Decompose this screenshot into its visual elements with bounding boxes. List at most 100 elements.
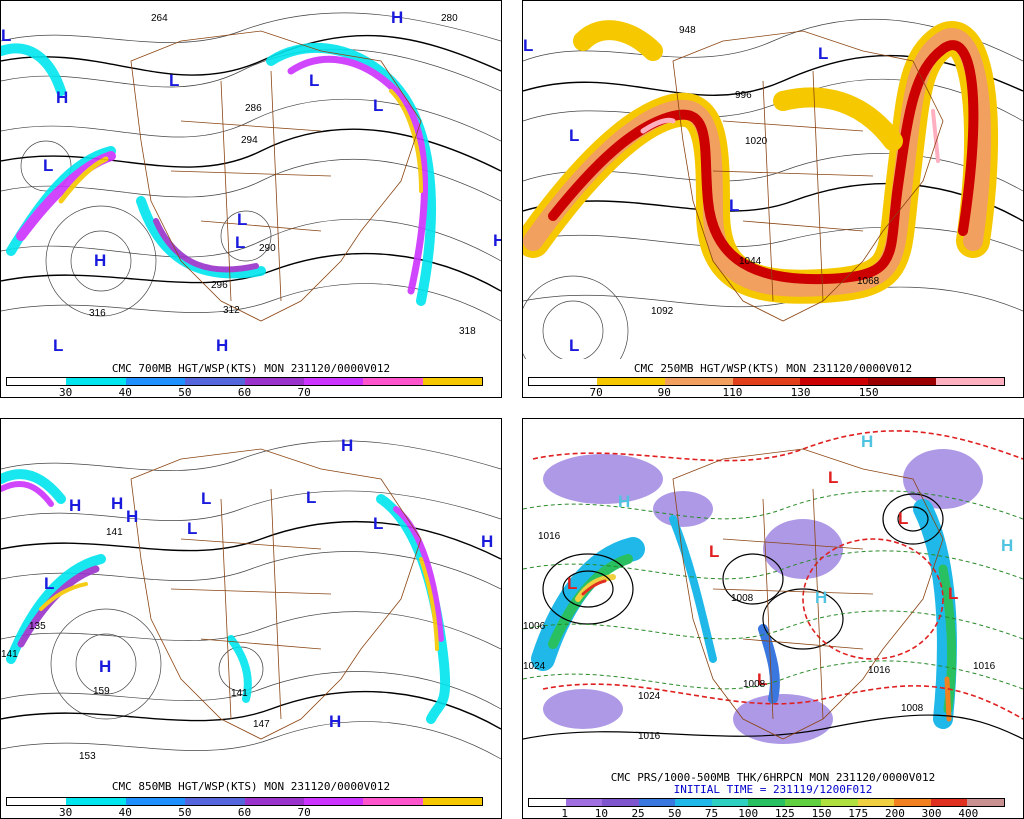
pressure-high-label: H — [815, 588, 827, 607]
initial-time-label: INITIAL TIME = 231119/1200F012 — [673, 783, 873, 796]
colorbar-segment — [244, 798, 304, 805]
contour-label: 316 — [89, 308, 106, 319]
colorbar-segment — [7, 378, 67, 385]
colorbar-segment — [675, 799, 712, 806]
pressure-low-label: L — [169, 71, 179, 90]
colorbar-tick-label: 75 — [704, 807, 719, 819]
panel-850mb: H H H L L L L L H H H H 141 135 159 153 … — [0, 418, 502, 819]
map-850mb: H H H L L L L L H H H H 141 135 159 153 … — [1, 436, 501, 762]
pressure-high-label: H — [391, 8, 403, 27]
colorbar-tick-label: 100 — [738, 807, 759, 819]
colorbar-segment — [529, 378, 597, 385]
colorbar-tick-label: 40 — [118, 386, 132, 398]
colorbar-tick-label: 50 — [668, 807, 682, 819]
colorbar-segment — [7, 798, 67, 805]
colorbar-segment — [800, 378, 869, 385]
contour-label: 1024 — [523, 661, 546, 672]
colorbar-tick-label: 400 — [958, 807, 979, 819]
colorbar-segment — [602, 799, 639, 806]
contour-label: 1020 — [745, 136, 768, 147]
pressure-high-label: H — [111, 494, 123, 513]
contour-label: 1006 — [523, 621, 546, 632]
contour-label: 147 — [253, 719, 270, 730]
pressure-low-label: L — [828, 468, 838, 487]
colorbar-precip — [528, 798, 1005, 807]
contour-label: 1016 — [973, 661, 996, 672]
colorbar-segment — [748, 799, 785, 806]
colorbar-segment — [596, 378, 665, 385]
colorbar-tick-label: 90 — [657, 386, 671, 398]
colorbar-tick-label: 40 — [118, 806, 132, 819]
panel-caption: CMC 700MB HGT/WSP(KTS) MON 231120/0000V0… — [111, 362, 391, 375]
pressure-high-label: H — [481, 532, 493, 551]
colorbar-segment — [303, 378, 364, 385]
pressure-high-label: H — [99, 657, 111, 676]
contour-label: 1016 — [868, 665, 891, 676]
colorbar-segment — [784, 799, 822, 806]
pressure-high-label: H — [861, 432, 873, 451]
colorbar-segment — [363, 798, 423, 805]
colorbar-segment — [930, 799, 968, 806]
pressure-low-label: L — [44, 574, 54, 593]
contour-label: 1044 — [739, 256, 762, 267]
contour-label: 1008 — [743, 679, 766, 690]
pressure-high-label: H — [493, 231, 501, 250]
colorbar-segment — [565, 799, 603, 806]
contour-label: 1068 — [857, 276, 880, 287]
contour-label: 1008 — [901, 703, 924, 714]
colorbar-segment — [711, 799, 749, 806]
pressure-low-label: L — [523, 36, 533, 55]
colorbar-tick-label: 130 — [790, 386, 811, 398]
pressure-high-label: H — [56, 88, 68, 107]
colorbar-tick-label: 1 — [561, 807, 568, 819]
pressure-low-label: L — [818, 44, 828, 63]
colorbar-segment — [857, 799, 895, 806]
pressure-low-label: L — [306, 488, 316, 507]
contour-label: 286 — [245, 103, 262, 114]
pressure-low-label: L — [709, 542, 719, 561]
colorbar-250mb — [528, 377, 1005, 386]
pressure-low-label: L — [373, 96, 383, 115]
map-precip: H H H H L L L L L L 1008 1016 1016 1024 … — [523, 430, 1023, 744]
panel-caption: CMC PRS/1000-500MB THK/6HRPCN MON 231120… — [610, 771, 936, 784]
contour-label: 280 — [441, 13, 458, 24]
colorbar-tick-label: 110 — [722, 386, 743, 398]
pressure-low-label: L — [235, 233, 245, 252]
colorbar-segment — [363, 378, 423, 385]
colorbar-tick-label: 125 — [774, 807, 795, 819]
pressure-low-label: L — [187, 519, 197, 538]
pressure-low-label: L — [53, 336, 63, 355]
colorbar-segment — [244, 378, 304, 385]
contour-label: 312 — [223, 305, 240, 316]
colorbar-segment — [821, 799, 858, 806]
colorbar-tick-label: 25 — [631, 807, 645, 819]
contour-label: 948 — [679, 25, 696, 36]
contour-label: 264 — [151, 13, 168, 24]
colorbar-segment — [66, 798, 126, 805]
colorbar-segment — [638, 799, 676, 806]
colorbar-tick-label: 200 — [884, 807, 905, 819]
contour-label: 141 — [106, 527, 123, 538]
contour-label: 318 — [459, 326, 476, 337]
colorbar-segment — [422, 378, 482, 385]
map-250mb: L L L L L 948 996 1020 1044 1068 1092 — [523, 18, 1023, 359]
pressure-low-label: L — [948, 584, 958, 603]
pressure-high-label: H — [94, 251, 106, 270]
contour-label: 290 — [259, 243, 276, 254]
pressure-low-label: L — [201, 489, 211, 508]
colorbar-segment — [125, 798, 186, 805]
pressure-high-label: H — [126, 507, 138, 526]
panel-caption: CMC 850MB HGT/WSP(KTS) MON 231120/0000V0… — [111, 780, 391, 793]
colorbar-segment — [303, 798, 364, 805]
colorbar-tick-label: 70 — [297, 386, 311, 398]
contour-label: 1092 — [651, 306, 674, 317]
colorbar-tick-label: 30 — [59, 806, 73, 819]
colorbar-850mb — [6, 797, 483, 806]
contour-label: 294 — [241, 135, 258, 146]
contour-label: 1008 — [731, 593, 754, 604]
colorbar-segment — [66, 378, 126, 385]
contour-label: 159 — [93, 686, 110, 697]
map-700mb: H L L L L L L H H L H H L 286 294 290 29… — [1, 8, 501, 355]
pressure-low-label: L — [569, 336, 579, 355]
colorbar-segment — [732, 378, 801, 385]
